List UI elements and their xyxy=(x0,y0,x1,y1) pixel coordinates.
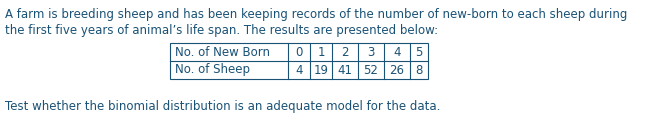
Text: 0: 0 xyxy=(296,45,303,58)
Text: 52: 52 xyxy=(363,64,378,76)
Text: the first five years of animal’s life span. The results are presented below:: the first five years of animal’s life sp… xyxy=(5,24,438,37)
Text: 4: 4 xyxy=(296,64,303,76)
Text: No. of Sheep: No. of Sheep xyxy=(175,64,250,76)
Text: A farm is breeding sheep and has been keeping records of the number of new-born : A farm is breeding sheep and has been ke… xyxy=(5,8,628,21)
Text: 1: 1 xyxy=(317,45,325,58)
Text: 4: 4 xyxy=(393,45,401,58)
Text: Test whether the binomial distribution is an adequate model for the data.: Test whether the binomial distribution i… xyxy=(5,100,440,113)
Text: 26: 26 xyxy=(389,64,404,76)
Text: 5: 5 xyxy=(415,45,422,58)
Text: No. of New Born: No. of New Born xyxy=(175,45,270,58)
Bar xyxy=(170,43,428,79)
Text: 2: 2 xyxy=(341,45,349,58)
Text: 41: 41 xyxy=(337,64,352,76)
Text: 3: 3 xyxy=(367,45,375,58)
Text: 19: 19 xyxy=(314,64,329,76)
Text: 8: 8 xyxy=(415,64,422,76)
